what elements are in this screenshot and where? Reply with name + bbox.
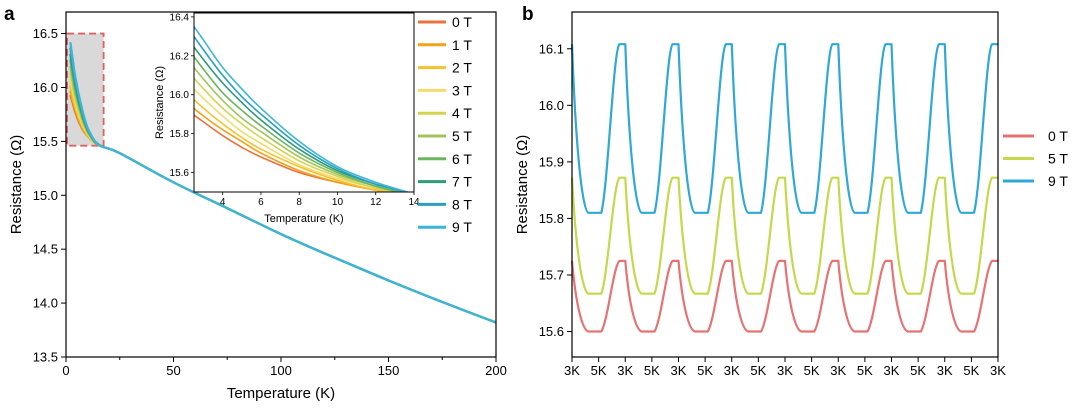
x-tick-label-b: 3K (777, 363, 793, 378)
panel-a-inset: 4 6 8 10 12 14 15.6 15.8 16.0 16.2 16.4 Temperature… (154, 12, 420, 225)
y-tick-label-b: 15.7 (539, 267, 564, 282)
y-tick-label: 15.0 (33, 188, 58, 203)
x-tick-label-b: 3K (724, 363, 740, 378)
y-tick-label: 16.5 (33, 26, 58, 41)
inset-x-tick-label: 8 (296, 197, 302, 208)
inset-y-axis-title: Resistance (Ω) (154, 66, 166, 139)
x-tick-label-b: 3K (884, 363, 900, 378)
x-tick-label-b: 3K (830, 363, 846, 378)
legend-label: 1 T (452, 37, 472, 53)
inset-series (194, 25, 411, 192)
series-line-b-5t (570, 176, 998, 295)
x-tick-label-b: 3K (990, 363, 1006, 378)
x-tick-label-b: 5K (644, 363, 660, 378)
x-tick-label-b: 5K (857, 363, 873, 378)
legend-label: 3 T (452, 82, 472, 98)
panel-a-letter: a (4, 4, 15, 25)
y-axis-title-b: Resistance (Ω) (514, 135, 531, 235)
x-tick-label: 100 (270, 363, 292, 378)
inset-frame (193, 12, 415, 193)
series-line-b-9t (570, 43, 998, 214)
x-tick-label-b: 3K (671, 363, 687, 378)
y-tick-label-b: 15.6 (539, 324, 564, 339)
x-axis-title: Temperature (K) (227, 385, 335, 402)
x-tick-label-b: 5K (697, 363, 713, 378)
legend-label: 7 T (452, 174, 472, 190)
x-tick-label-b: 3K (617, 363, 633, 378)
x-tick-label-b: 5K (963, 363, 979, 378)
inset-y-tick-label: 15.6 (170, 168, 190, 179)
x-tick-label-b: 5K (910, 363, 926, 378)
inset-x-tick-label: 14 (408, 197, 420, 208)
y-tick-label: 15.5 (33, 134, 58, 149)
legend-label-b: 5 T (1048, 151, 1068, 167)
legend-label: 2 T (452, 60, 472, 76)
inset-series-line-8t (194, 35, 410, 192)
y-tick-label: 14.5 (33, 242, 58, 257)
panel-b-legend: 0 T 5 T 9 T (1003, 128, 1068, 189)
x-tick-label-b: 3K (564, 363, 580, 378)
panel-b-series (570, 43, 998, 333)
x-tick-label: 200 (485, 363, 507, 378)
inset-x-tick-label: 4 (220, 197, 226, 208)
inset-x-tick-label: 12 (370, 197, 382, 208)
series-line-9t (69, 42, 497, 324)
inset-x-tick-label: 10 (332, 197, 344, 208)
inset-series-line-6t (194, 55, 402, 192)
x-tick-label-b: 5K (750, 363, 766, 378)
legend-label-b: 0 T (1048, 128, 1068, 144)
legend-label: 5 T (452, 128, 472, 144)
x-tick-label-b: 3K (937, 363, 953, 378)
panel-a-legend: 0 T 1 T 2 T 3 T 4 T 5 T 6 T 7 T 8 T 9 T (418, 14, 472, 235)
inset-x-axis-title: Temperature (K) (264, 213, 343, 225)
y-tick-label-b: 15.9 (539, 154, 564, 169)
y-axis-title: Resistance (Ω) (8, 135, 25, 235)
inset-background (194, 13, 414, 192)
legend-label: 8 T (452, 196, 472, 212)
legend-label: 9 T (452, 219, 472, 235)
x-tick-label: 150 (378, 363, 400, 378)
legend-label-b: 9 T (1048, 173, 1068, 189)
inset-series-line-9t (194, 25, 411, 192)
inset-y-tick-label: 16.4 (170, 12, 190, 23)
panel-b-letter: b (522, 4, 534, 25)
panel-a-axes: 0 50 100 150 200 13.5 14.0 14.5 15.0 15.5 16.0 16.5… (8, 11, 507, 402)
inset-y-tick-label: 15.8 (170, 129, 190, 140)
inset-y-tick-label: 16.0 (170, 90, 190, 101)
y-tick-label-b: 16.1 (539, 41, 564, 56)
legend-label: 4 T (452, 105, 472, 121)
y-tick-label: 14.0 (33, 296, 58, 311)
y-tick-label-b: 15.8 (539, 211, 564, 226)
panel-a-series (69, 42, 497, 324)
x-tick-label: 50 (166, 363, 180, 378)
inset-x-tick-label: 6 (258, 197, 264, 208)
panel-b-axes: 15.6 15.7 15.8 15.9 16.0 16.1 3K 5K 3K 5K 3K 5K 3K 5K… (514, 11, 1006, 378)
x-tick-label-b: 5K (591, 363, 607, 378)
inset-y-tick-label: 16.2 (170, 51, 190, 62)
series-line-b-0t (570, 259, 998, 333)
y-tick-label-b: 16.0 (539, 98, 564, 113)
x-tick-label-b: 5K (804, 363, 820, 378)
legend-label: 6 T (452, 151, 472, 167)
legend-label: 0 T (452, 14, 472, 30)
inset-series-line-2t (194, 98, 393, 192)
x-tick-label: 0 (62, 363, 69, 378)
y-tick-label: 16.0 (33, 80, 58, 95)
y-tick-label: 13.5 (33, 350, 58, 365)
inset-series-line-4t (194, 77, 398, 192)
